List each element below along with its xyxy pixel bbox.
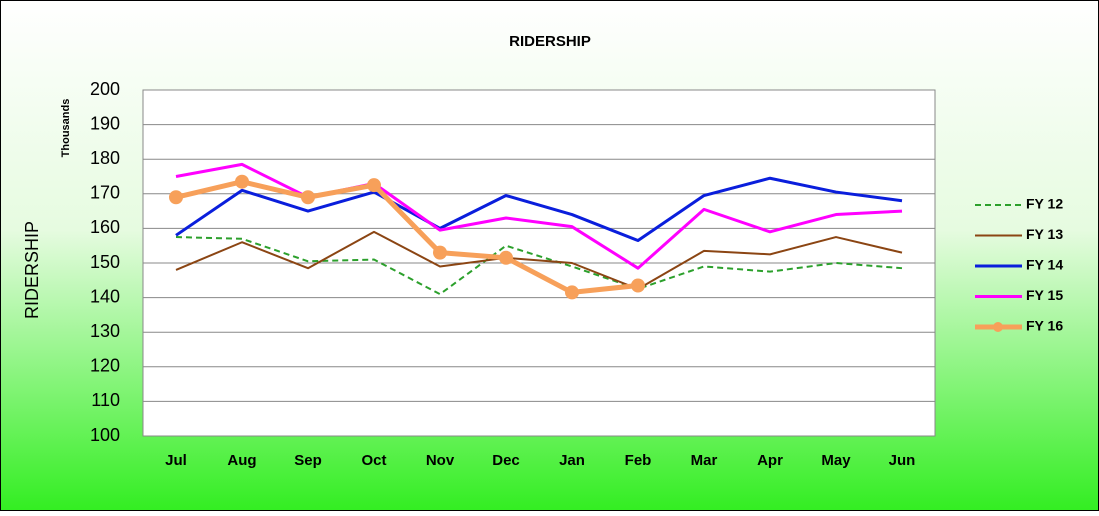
x-tick-label: Feb [625, 452, 652, 469]
series-marker [631, 278, 645, 293]
series-line [175, 236, 903, 296]
y-tick-label: 160 [90, 217, 120, 237]
y-tick-label: 120 [90, 356, 120, 376]
y-unit-label: Thousands [60, 99, 72, 158]
x-tick-label: Mar [691, 452, 718, 469]
x-tick-label: Jun [889, 452, 916, 469]
y-tick-label: 190 [90, 113, 120, 133]
series-marker [301, 190, 315, 205]
x-tick-label: Oct [361, 452, 386, 469]
legend-label: FY 16 [1026, 318, 1063, 334]
y-axis-label: RIDERSHIP [22, 221, 42, 319]
series-line [175, 179, 639, 295]
chart-title: RIDERSHIP [509, 33, 591, 50]
x-tick-label: Dec [492, 452, 520, 469]
y-tick-label: 200 [90, 79, 120, 99]
y-tick-label: 150 [90, 252, 120, 272]
series-marker [169, 190, 183, 205]
x-tick-label: May [821, 452, 851, 469]
series-marker [433, 245, 447, 260]
legend-label: FY 14 [1026, 257, 1063, 273]
x-tick-label: Nov [426, 452, 455, 469]
series-marker [565, 285, 579, 300]
x-tick-label: Aug [227, 452, 256, 469]
x-tick-label: Jan [559, 452, 585, 469]
series-line [175, 162, 903, 270]
legend-label: FY 12 [1026, 196, 1063, 212]
y-tick-label: 130 [90, 321, 120, 341]
y-tick-label: 170 [90, 183, 120, 203]
series-marker [367, 178, 381, 193]
y-tick-label: 110 [91, 390, 120, 410]
series-line [175, 230, 903, 290]
series-line [175, 176, 903, 243]
y-tick-label: 140 [90, 286, 120, 306]
series-marker [235, 174, 249, 189]
legend-marker [993, 322, 1003, 332]
legend-label: FY 15 [1026, 287, 1063, 303]
series-marker [499, 250, 513, 265]
x-tick-label: Sep [294, 452, 322, 469]
legend-label: FY 13 [1026, 226, 1063, 242]
x-tick-label: Jul [165, 452, 187, 469]
y-tick-label: 180 [90, 148, 120, 168]
y-tick-label: 100 [90, 425, 120, 445]
x-tick-label: Apr [757, 452, 783, 469]
